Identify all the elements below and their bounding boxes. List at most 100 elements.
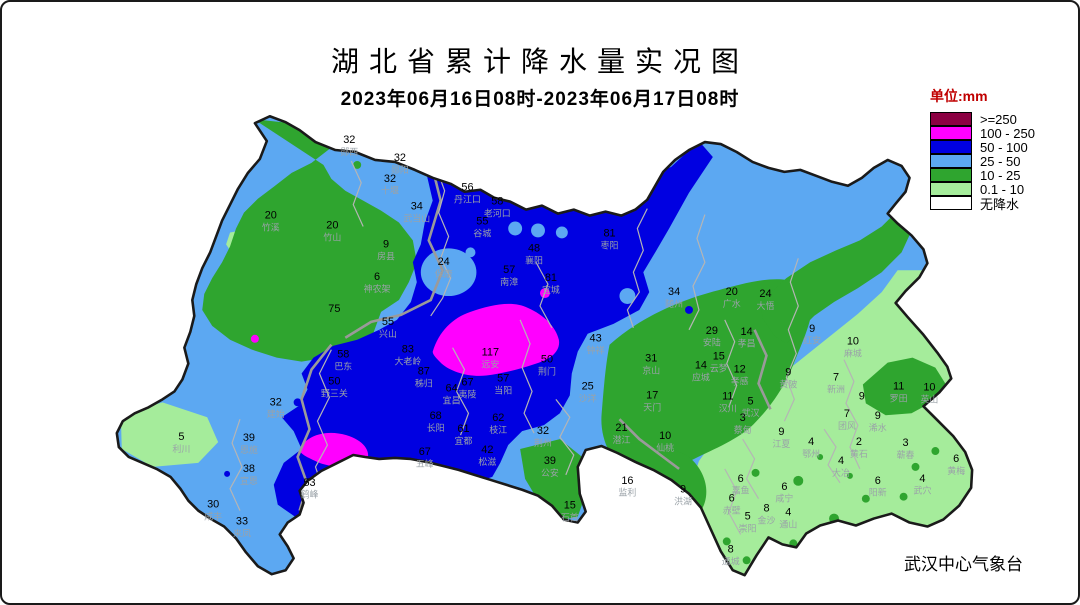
station-name: 神农架 (364, 283, 391, 294)
station-value: 10 (659, 430, 671, 442)
station-value: 32 (343, 134, 355, 146)
station-value: 17 (646, 389, 658, 401)
station-value: 5 (178, 431, 184, 443)
station-name: 安陆 (703, 337, 721, 348)
station-name: 随州 (665, 298, 683, 309)
station-value: 6 (374, 271, 380, 283)
station-name: 丹江口 (454, 195, 481, 205)
station-value: 67 (419, 446, 431, 458)
station-name: 江夏 (772, 439, 790, 449)
station-name: 新洲 (827, 383, 845, 394)
station-value: 9 (778, 426, 784, 438)
rain-100-250-dot (250, 334, 259, 343)
station-value: 64 (446, 382, 458, 394)
station-value: 34 (668, 286, 680, 298)
station-value: 14 (695, 360, 707, 372)
station-name: 夷陵 (459, 388, 477, 399)
rain-0p1-10-lichuan (120, 402, 219, 467)
station-value: 16 (621, 475, 633, 487)
station-name: 石首 (561, 512, 579, 523)
station-value: 8 (763, 503, 769, 515)
legend-item: >=250 (930, 111, 1035, 127)
station-value: 4 (808, 436, 814, 448)
legend-swatch (930, 195, 972, 210)
station-name: 罗田 (890, 393, 908, 403)
station-value: 14 (741, 326, 753, 338)
rain-100-250-yuanan (432, 303, 560, 376)
station-name: 钟祥 (587, 345, 605, 356)
station-value: 12 (734, 364, 746, 376)
station-value: 58 (491, 196, 503, 208)
station-value: 6 (875, 475, 881, 487)
legend-swatch (930, 181, 972, 196)
station-name: 大悟 (757, 300, 775, 311)
station-value: 6 (729, 493, 735, 505)
station-name: 孝昌 (738, 339, 756, 349)
station-name: 武汉 (742, 407, 760, 418)
station-value: 32 (537, 425, 549, 437)
station-value: 62 (492, 412, 504, 424)
station-value: 39 (544, 455, 556, 467)
station-value: 8 (728, 543, 734, 555)
station-name: 红安 (803, 335, 821, 346)
station-value: 55 (382, 316, 394, 328)
station-name: 黄石 (850, 448, 868, 459)
station-name: 荆州 (534, 437, 552, 448)
legend-swatch (930, 167, 972, 182)
station-name: 巴东 (334, 361, 352, 372)
station-value: 55 (476, 216, 488, 228)
station-value: 34 (411, 201, 423, 213)
rain-10-25-central-belt (601, 279, 813, 473)
station-value: 6 (953, 453, 959, 465)
station-name: 野三关 (321, 387, 348, 398)
station-value: 4 (919, 473, 925, 485)
station-value: 3 (740, 412, 746, 424)
legend-item: 50 - 100 (930, 139, 1035, 155)
station-value: 32 (384, 173, 396, 185)
station-value: 39 (243, 432, 255, 444)
legend-label: 50 - 100 (980, 139, 1028, 155)
station-value: 75 (328, 303, 340, 315)
station-name: 远安 (481, 359, 499, 370)
station-name: 公安 (541, 467, 559, 478)
station-value: 57 (503, 264, 515, 276)
station-name: 大老岭 (394, 356, 421, 367)
station-name: 黄陂 (779, 378, 797, 389)
station-value: 67 (461, 376, 473, 388)
station-value: 4 (838, 455, 844, 467)
agency-credit: 武汉中心气象台 (904, 555, 1023, 574)
station-name: 宣恩 (240, 475, 258, 486)
station-name: 十堰 (381, 185, 399, 196)
station-value: 87 (418, 366, 430, 378)
station-value: 15 (564, 500, 576, 512)
station-name: 宜城 (542, 284, 560, 295)
date-range: 2023年06月16日08时-2023年06月17日08时 (340, 89, 740, 110)
station-value: 3 (903, 437, 909, 449)
station-name: 鹤峰 (301, 489, 319, 500)
station-value: 5 (748, 395, 754, 407)
station-name: 麻城 (844, 348, 862, 359)
station-name: 南漳 (500, 276, 518, 287)
station-value: 43 (590, 333, 602, 345)
station-name: 竹溪 (262, 221, 280, 232)
station-name: 蕲春 (897, 449, 915, 460)
station-name: 谷城 (473, 228, 491, 238)
station-value: 6 (738, 473, 744, 485)
province-border (115, 114, 974, 577)
station-name: 郧阳 (391, 165, 409, 175)
station-value: 7 (844, 408, 850, 420)
station-name: 当阳 (494, 384, 512, 395)
light-blue-pockets (420, 221, 636, 304)
station-value: 20 (265, 210, 277, 222)
legend-item: 0.1 - 10 (930, 181, 1035, 197)
station-value: 10 (847, 336, 859, 348)
station-value: 9 (875, 410, 881, 422)
station-value: 57 (497, 372, 509, 384)
station-value: 81 (545, 272, 557, 284)
station-value: 38 (243, 463, 255, 475)
station-name: 松滋 (478, 456, 496, 467)
station-value: 9 (383, 238, 389, 250)
station-name: 建始 (267, 408, 285, 419)
station-name: 黄梅 (947, 465, 965, 476)
